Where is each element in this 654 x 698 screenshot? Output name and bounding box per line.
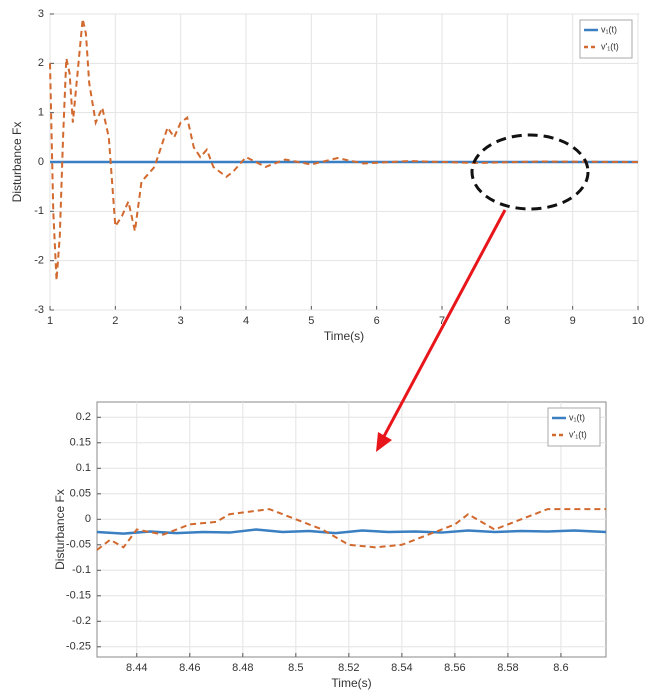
legend-label: v'₁(t) bbox=[569, 429, 587, 439]
y-tick-label: -0.05 bbox=[66, 539, 91, 551]
x-axis-label: Time(s) bbox=[324, 329, 364, 343]
x-tick-label: 8.46 bbox=[179, 662, 200, 674]
line-series bbox=[96, 528, 607, 535]
legend-label: v'₁(t) bbox=[601, 41, 619, 51]
chart: 8.44 8.46 8.48 8.5 8.52 8.54 8.56 8.58 8.6 -0.25 -… bbox=[53, 401, 607, 690]
y-axis-label: Disturbance Fx bbox=[53, 489, 67, 570]
x-tick-label: 8.6 bbox=[553, 662, 568, 674]
x-tick-label: 9 bbox=[570, 315, 576, 327]
x-tick-label: 8.48 bbox=[232, 662, 253, 674]
x-tick-label: 8.5 bbox=[288, 662, 303, 674]
x-tick-label: 8.58 bbox=[497, 662, 518, 674]
y-tick-label: 0.1 bbox=[76, 462, 91, 474]
x-tick-label: 8.56 bbox=[444, 662, 465, 674]
highlight-ellipse bbox=[470, 133, 590, 211]
y-tick-label: -1 bbox=[34, 205, 44, 217]
y-tick-label: 0.15 bbox=[70, 437, 91, 449]
x-tick-label: 8.44 bbox=[126, 662, 147, 674]
x-tick-label: 5 bbox=[308, 315, 314, 327]
y-axis-label: Disturbance Fx bbox=[10, 122, 24, 203]
legend-label: v₁(t) bbox=[601, 24, 617, 34]
y-tick-label: 0 bbox=[85, 513, 91, 525]
y-tick-label: -0.2 bbox=[72, 615, 91, 627]
x-tick-label: 6 bbox=[374, 315, 380, 327]
y-tick-label: -0.25 bbox=[66, 641, 91, 653]
x-tick-label: 2 bbox=[112, 315, 118, 327]
x-tick-label: 1 bbox=[47, 315, 53, 327]
y-tick-label: 0 bbox=[38, 156, 44, 168]
y-tick-label: -0.15 bbox=[66, 590, 91, 602]
x-tick-label: 4 bbox=[243, 315, 249, 327]
x-tick-label: 3 bbox=[178, 315, 184, 327]
legend-label: v₁(t) bbox=[569, 412, 585, 422]
zoom-arrow bbox=[380, 209, 507, 441]
x-tick-label: 8 bbox=[504, 315, 510, 327]
x-tick-label: 8.52 bbox=[338, 662, 359, 674]
legend-box bbox=[547, 407, 601, 447]
y-tick-label: -3 bbox=[34, 304, 44, 316]
x-tick-label: 7 bbox=[439, 315, 445, 327]
y-tick-label: -0.1 bbox=[72, 564, 91, 576]
y-tick-label: 0.2 bbox=[76, 411, 91, 423]
legend-box bbox=[579, 19, 633, 59]
plot-area bbox=[96, 401, 607, 658]
y-tick-label: 1 bbox=[38, 107, 44, 119]
zoom-arrow-head bbox=[376, 432, 392, 452]
y-tick-label: 3 bbox=[38, 8, 44, 20]
x-tick-label: 8.54 bbox=[391, 662, 412, 674]
x-axis-label: Time(s) bbox=[331, 676, 371, 690]
y-tick-label: -2 bbox=[34, 255, 44, 267]
chart: 1 2 3 4 5 6 7 8 9 10 -3 -2 -1 0 1 2 3 Time(s) Disturbance … bbox=[10, 8, 644, 343]
x-tick-label: 10 bbox=[632, 315, 644, 327]
line-series bbox=[49, 18, 639, 281]
y-tick-label: 0.05 bbox=[70, 488, 91, 500]
y-tick-label: 2 bbox=[38, 57, 44, 69]
line-series bbox=[96, 508, 606, 551]
